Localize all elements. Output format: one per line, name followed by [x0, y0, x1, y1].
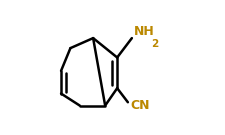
Text: 2: 2: [151, 39, 158, 49]
Text: NH: NH: [134, 25, 155, 38]
Text: CN: CN: [130, 99, 150, 112]
